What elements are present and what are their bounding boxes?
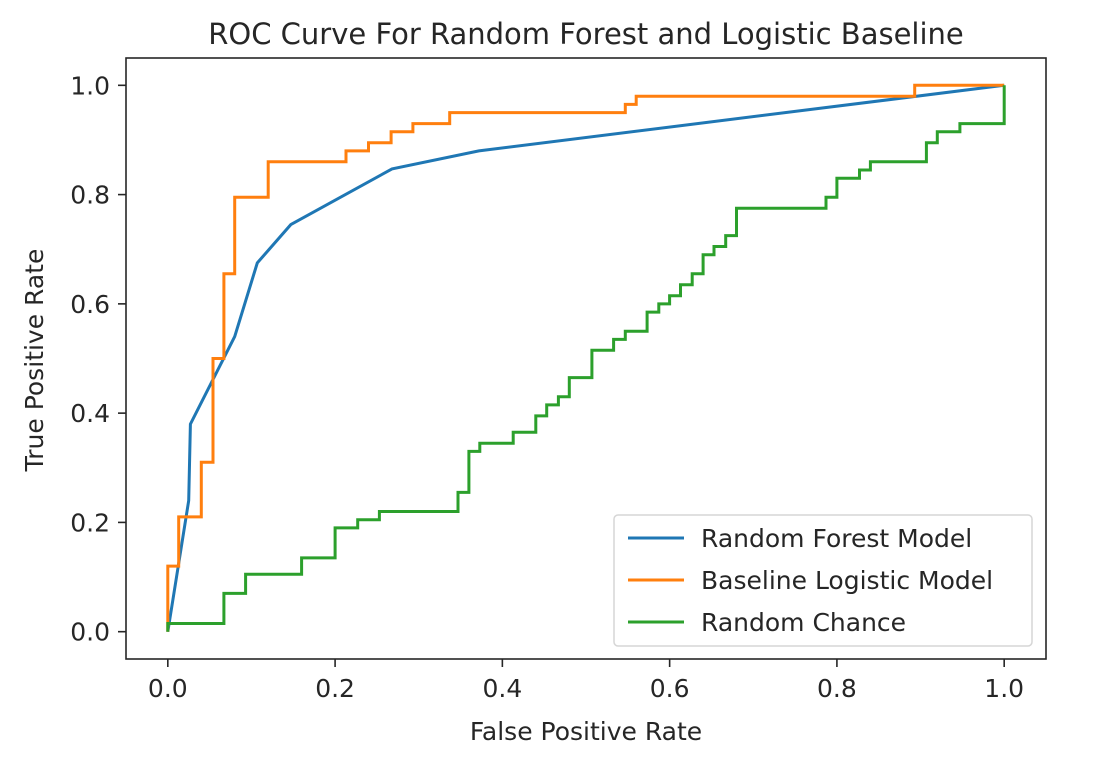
y-axis-label: True Positive Rate	[20, 249, 49, 473]
series-line-1	[166, 83, 1005, 632]
y-axis-ticks: 0.0 0.2 0.4 0.6 0.8 1.0	[70, 71, 126, 647]
x-tick-label: 0.0	[148, 674, 188, 703]
series-line-3	[166, 85, 1006, 632]
legend-label: Random Forest Model	[701, 524, 972, 553]
x-tick-label: 0.8	[817, 674, 857, 703]
series-line-2	[166, 83, 1005, 632]
legend: Random Forest Model Baseline Logistic Mod…	[613, 514, 1033, 647]
y-tick-label: 0.0	[70, 618, 110, 647]
y-tick-label: 0.2	[70, 508, 110, 537]
x-tick-label: 1.0	[984, 674, 1024, 703]
x-tick-label: 0.6	[650, 674, 690, 703]
x-tick-label: 0.4	[482, 674, 522, 703]
y-tick-label: 0.8	[70, 181, 110, 210]
y-tick-label: 1.0	[70, 71, 110, 100]
y-tick-label: 0.6	[70, 290, 110, 319]
legend-label: Random Chance	[701, 608, 906, 637]
legend-items: Random Forest Model Baseline Logistic Mod…	[628, 524, 993, 637]
x-axis-label: False Positive Rate	[470, 717, 702, 746]
y-tick-label: 0.4	[70, 399, 110, 428]
x-tick-label: 0.2	[315, 674, 355, 703]
plot-series	[166, 83, 1006, 632]
chart-title: ROC Curve For Random Forest and Logistic…	[208, 17, 964, 51]
legend-box	[613, 514, 1033, 647]
legend-label: Baseline Logistic Model	[701, 566, 993, 595]
plot-frame	[125, 57, 1047, 660]
x-axis-ticks: 0.0 0.2 0.4 0.6 0.8 1.0	[148, 659, 1024, 703]
